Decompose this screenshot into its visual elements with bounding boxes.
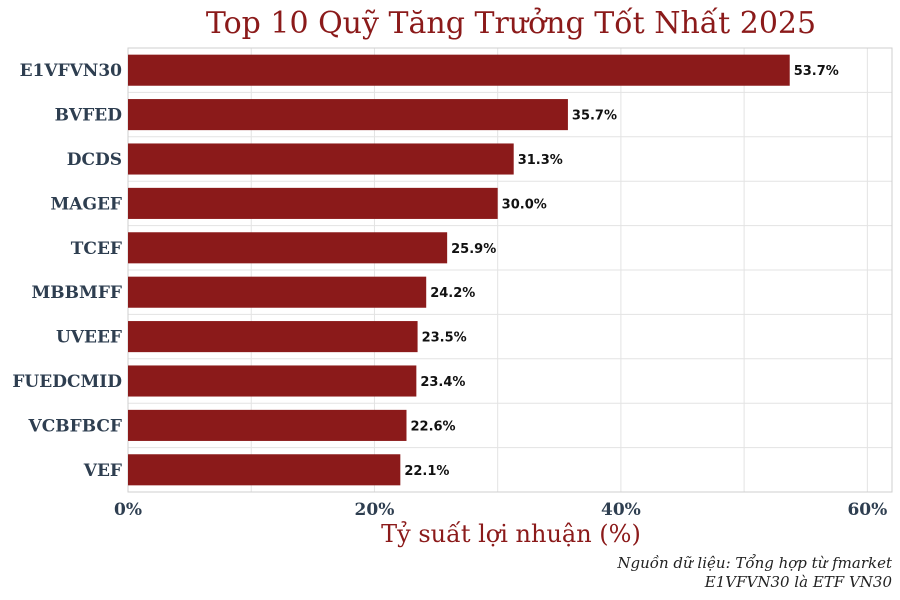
bar [128, 409, 407, 441]
bar-layer [128, 54, 790, 486]
category-label: VCBFBCF [28, 416, 122, 436]
x-tick-label: 0% [114, 500, 142, 520]
chart-title: Top 10 Quỹ Tăng Trưởng Tốt Nhất 2025 [206, 6, 816, 41]
bar [128, 99, 568, 131]
category-label: MAGEF [50, 194, 122, 214]
x-axis-ticks: 0% 20% 40% 60% [114, 500, 887, 520]
value-label: 25.9% [451, 242, 496, 257]
bar [128, 321, 418, 353]
etf-note: E1VFVN30 là ETF VN30 [704, 573, 893, 591]
category-label: E1VFVN30 [20, 61, 123, 81]
x-tick-label: 60% [847, 500, 887, 520]
value-label: 23.4% [420, 375, 465, 390]
x-axis-label: Tỷ suất lợi nhuận (%) [381, 520, 641, 548]
value-label: 35.7% [572, 109, 617, 124]
value-label: 22.6% [410, 419, 455, 434]
value-label: 23.5% [422, 331, 467, 346]
label-layer: E1VFVN30 53.7% BVFED 35.7% DCDS 31.3% MAGEF 30.… [12, 61, 838, 481]
bar [128, 276, 427, 308]
value-label: 24.2% [430, 286, 475, 301]
category-label: BVFED [55, 106, 123, 126]
value-label: 22.1% [404, 464, 449, 479]
bar [128, 365, 417, 397]
grid-layer [127, 47, 893, 493]
bar [128, 187, 498, 219]
x-tick-label: 20% [355, 500, 395, 520]
category-label: MBBMFF [31, 283, 122, 303]
bar [128, 454, 401, 486]
value-label: 30.0% [502, 197, 547, 212]
category-label: TCEF [71, 239, 122, 259]
value-label: 31.3% [518, 153, 563, 168]
source-note: Nguồn dữ liệu: Tổng hợp từ fmarket [616, 554, 893, 572]
x-tick-label: 40% [601, 500, 641, 520]
category-label: VEF [83, 461, 122, 481]
value-label: 53.7% [794, 64, 839, 79]
bar [128, 143, 514, 175]
category-label: UVEEF [56, 328, 122, 348]
bar [128, 54, 790, 86]
plot-frame [127, 47, 893, 493]
category-label: FUEDCMID [12, 372, 122, 392]
category-label: DCDS [67, 150, 122, 170]
bar [128, 232, 448, 264]
